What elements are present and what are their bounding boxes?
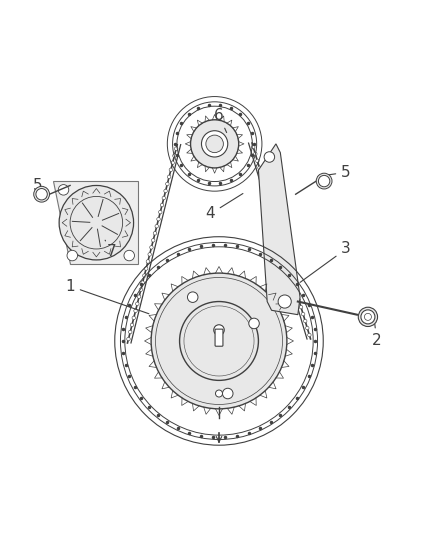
Circle shape [187,292,198,302]
Circle shape [214,325,224,335]
Circle shape [297,298,301,302]
Circle shape [67,251,78,261]
Circle shape [295,292,299,295]
Circle shape [34,187,49,202]
Circle shape [153,231,157,235]
Circle shape [127,337,130,341]
Circle shape [285,256,288,260]
Polygon shape [53,181,138,264]
Circle shape [262,180,265,183]
Circle shape [299,305,303,309]
Circle shape [289,271,293,274]
Circle shape [258,166,261,169]
Circle shape [139,288,143,292]
Circle shape [141,281,145,285]
Circle shape [36,189,47,200]
Circle shape [266,194,269,197]
Circle shape [130,323,134,327]
Circle shape [132,316,135,320]
Circle shape [174,147,178,150]
Circle shape [166,182,169,185]
Circle shape [138,295,141,298]
Circle shape [301,312,305,316]
Circle shape [157,217,160,221]
Text: 4: 4 [205,193,243,221]
Circle shape [59,185,134,260]
Circle shape [272,215,276,219]
Circle shape [249,318,259,329]
Text: 3: 3 [300,241,351,282]
Circle shape [162,196,166,200]
Circle shape [155,224,159,228]
Circle shape [281,243,284,246]
Circle shape [128,330,132,334]
Circle shape [150,246,153,249]
Circle shape [164,189,167,193]
FancyBboxPatch shape [215,329,223,346]
Text: 2: 2 [372,324,381,349]
Circle shape [274,222,278,225]
Circle shape [361,310,375,324]
Circle shape [270,208,274,212]
Circle shape [276,229,280,232]
Circle shape [291,278,294,281]
Circle shape [152,239,155,242]
Circle shape [180,302,258,381]
Circle shape [358,307,378,327]
Circle shape [160,203,164,207]
Circle shape [318,175,330,187]
Circle shape [58,184,69,195]
Text: 6: 6 [214,108,226,133]
Circle shape [287,264,290,267]
Circle shape [151,273,287,409]
Circle shape [293,285,297,288]
Circle shape [304,319,307,323]
Circle shape [145,267,148,270]
Text: 7: 7 [105,240,117,259]
Circle shape [169,168,173,172]
Circle shape [191,120,239,168]
Circle shape [251,145,255,149]
Circle shape [279,236,282,239]
Circle shape [256,159,259,163]
Text: 5: 5 [32,178,49,197]
Circle shape [171,161,174,165]
Circle shape [135,302,139,305]
Text: 1: 1 [65,279,149,314]
Circle shape [159,211,162,214]
Circle shape [223,388,233,399]
Polygon shape [258,144,300,314]
Circle shape [201,131,228,157]
Circle shape [148,253,152,256]
Circle shape [254,152,257,156]
Circle shape [264,152,275,162]
Circle shape [307,333,311,337]
Circle shape [167,175,171,179]
Circle shape [278,295,291,308]
Circle shape [260,173,263,176]
Circle shape [306,326,309,330]
Circle shape [206,135,223,152]
Circle shape [316,173,332,189]
Circle shape [283,249,286,253]
Circle shape [215,390,223,397]
Circle shape [146,260,150,263]
Circle shape [134,309,137,312]
Circle shape [264,187,268,190]
Circle shape [173,154,176,157]
Text: 5: 5 [318,165,351,180]
Circle shape [124,251,134,261]
Circle shape [268,201,272,205]
Circle shape [143,274,146,277]
